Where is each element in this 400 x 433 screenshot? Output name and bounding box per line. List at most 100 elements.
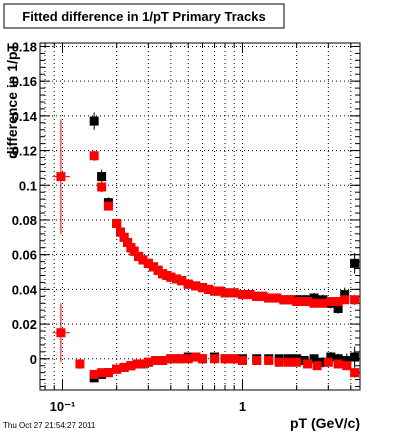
red-point xyxy=(132,359,142,369)
red-point xyxy=(138,359,148,369)
black-point xyxy=(97,172,107,182)
y-tick-label: 0.08 xyxy=(12,213,37,228)
red-point xyxy=(97,182,107,192)
red-point xyxy=(323,357,333,367)
timestamp: Thu Oct 27 21:54:27 2011 xyxy=(3,421,96,430)
red-point xyxy=(183,354,193,364)
x-tick-label: 10⁻¹ xyxy=(50,399,76,414)
y-tick-label: 0.14 xyxy=(12,109,38,124)
red-point xyxy=(333,359,343,369)
x-tick-labels: 10⁻¹ 1 xyxy=(50,399,246,414)
red-point xyxy=(97,368,107,378)
y-tick-label: 0.02 xyxy=(12,317,37,332)
black-point xyxy=(340,290,350,300)
red-point xyxy=(303,297,313,307)
title-box: Fitted difference in 1/pT Primary Tracks xyxy=(3,3,285,29)
red-point xyxy=(151,356,161,366)
red-point xyxy=(237,290,247,300)
plot-area xyxy=(39,42,361,391)
red-point xyxy=(158,356,168,366)
black-point xyxy=(318,357,328,367)
red-point xyxy=(245,290,255,300)
red-point xyxy=(283,357,293,367)
red-point xyxy=(350,295,360,305)
red-point xyxy=(264,293,274,303)
red-point xyxy=(198,283,208,293)
red-point xyxy=(177,276,187,286)
red-point xyxy=(138,255,148,265)
red-point xyxy=(272,293,282,303)
black-point xyxy=(350,352,360,362)
red-point xyxy=(198,354,208,364)
red-point xyxy=(103,201,113,211)
red-point xyxy=(115,227,125,237)
red-point xyxy=(258,291,268,301)
black-point xyxy=(89,116,99,126)
red-point xyxy=(191,352,201,362)
red-point xyxy=(123,238,133,248)
plot-border xyxy=(39,42,361,391)
red-point xyxy=(89,151,99,161)
black-point xyxy=(309,293,319,303)
y-tick-label: 0.06 xyxy=(12,248,37,263)
red-point xyxy=(309,298,319,308)
red-point xyxy=(126,361,136,371)
red-point xyxy=(112,364,122,374)
red-point xyxy=(171,274,181,284)
red-point xyxy=(75,359,85,369)
red-point xyxy=(286,295,296,305)
x-tick-label: 1 xyxy=(239,399,246,414)
red-point xyxy=(292,357,302,367)
red-point xyxy=(274,357,284,367)
red-point xyxy=(204,284,214,294)
red-point xyxy=(229,288,239,298)
y-tick-label: 0.18 xyxy=(12,39,37,54)
y-tick-labels: 0 0.02 0.04 0.06 0.08 0.1 0.12 0.14 0.16 0.18 xyxy=(12,39,38,366)
red-point xyxy=(129,246,139,256)
chart-title: Fitted difference in 1/pT Primary Tracks xyxy=(22,9,265,24)
black-point xyxy=(333,354,343,364)
red-point xyxy=(326,297,336,307)
red-point xyxy=(292,297,302,307)
y-tick-label: 0 xyxy=(30,352,37,367)
y-tick-label: 0.04 xyxy=(12,282,38,297)
red-point xyxy=(312,361,322,371)
red-point xyxy=(220,354,230,364)
red-point xyxy=(279,295,289,305)
red-point xyxy=(166,272,176,282)
red-point xyxy=(215,286,225,296)
red-point xyxy=(89,369,99,379)
red-point xyxy=(237,356,247,366)
black-point xyxy=(309,354,319,364)
red-point xyxy=(183,279,193,289)
red-point xyxy=(148,262,158,272)
x-axis-title: pT (GeV/c) xyxy=(290,415,360,431)
red-point xyxy=(210,286,220,296)
red-point xyxy=(333,297,343,307)
title-box-frame xyxy=(3,3,285,29)
red-point xyxy=(175,354,185,364)
red-point xyxy=(220,288,230,298)
black-point xyxy=(326,352,336,362)
red-point xyxy=(252,291,262,301)
y-tick-label: 0.1 xyxy=(19,178,37,193)
red-point xyxy=(229,354,239,364)
red-point xyxy=(264,356,274,366)
red-point xyxy=(143,357,153,367)
red-point xyxy=(119,362,129,372)
red-point xyxy=(143,258,153,268)
red-point xyxy=(119,232,129,242)
y-tick-label: 0.16 xyxy=(12,74,37,89)
black-point xyxy=(342,356,352,366)
red-point xyxy=(297,297,307,307)
red-point xyxy=(350,368,360,378)
red-point xyxy=(210,354,220,364)
black-point xyxy=(333,303,343,313)
red-point xyxy=(252,356,262,366)
y-axis-title: difference in 1/pT xyxy=(4,43,20,159)
red-point xyxy=(103,368,113,378)
red-point xyxy=(112,218,122,228)
red-point xyxy=(342,361,352,371)
black-point xyxy=(350,258,360,268)
